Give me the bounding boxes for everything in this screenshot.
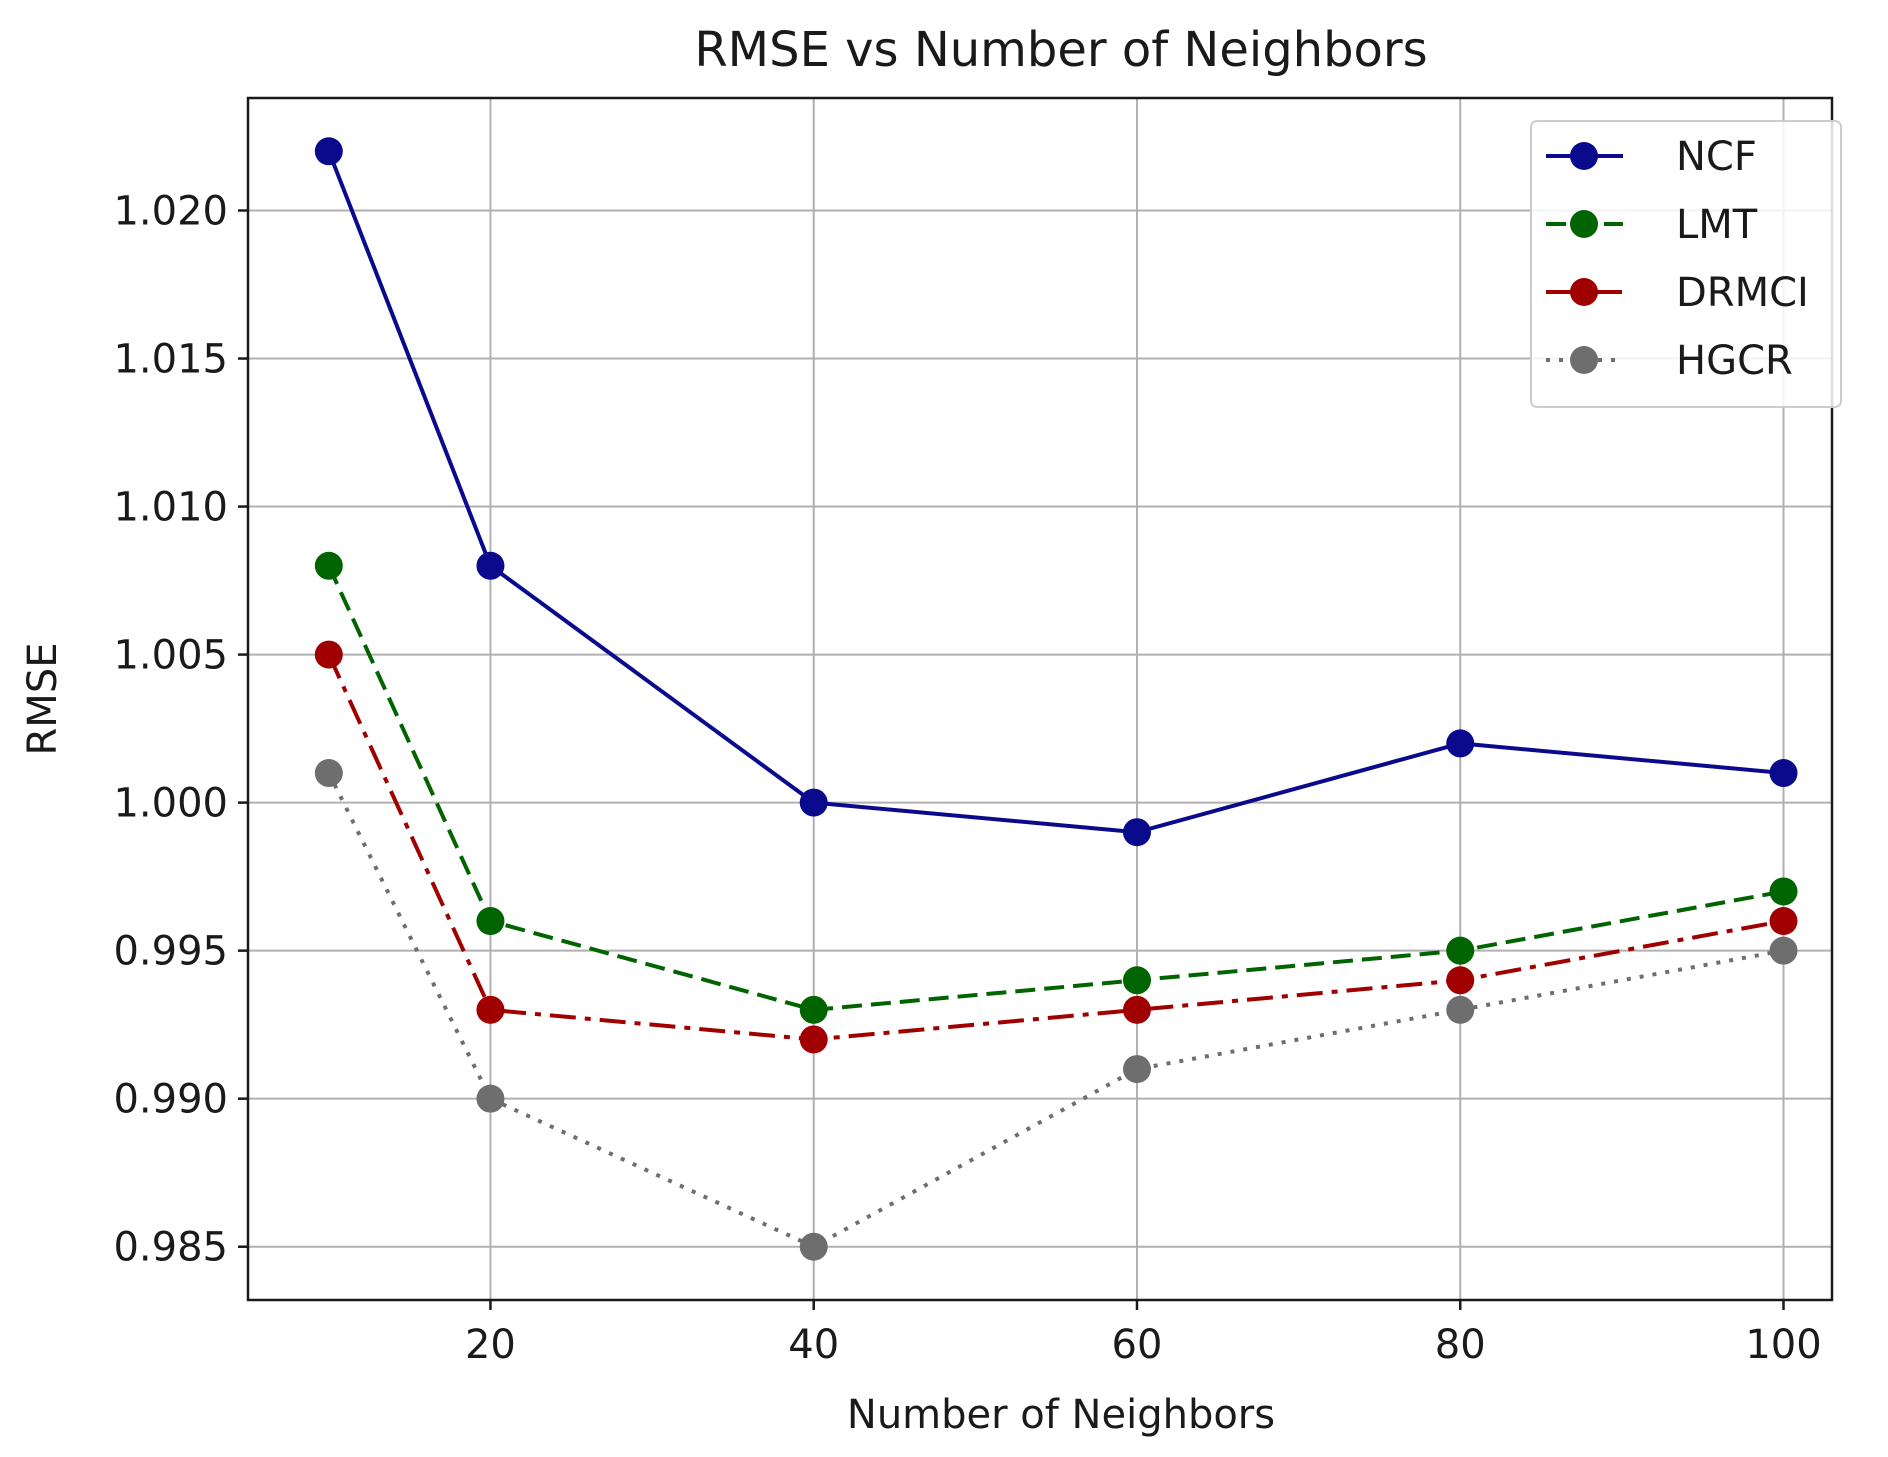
data-point-drmci (1446, 966, 1475, 995)
data-point-ncf (1446, 729, 1475, 758)
plot-frame (246, 96, 1834, 1302)
data-point-ncf (799, 788, 828, 817)
y-tick-label: 0.995 (113, 929, 228, 975)
data-point-lmt (799, 995, 828, 1024)
legend-label-lmt: LMT (1676, 202, 1758, 248)
legend-label-drmci: DRMCI (1676, 270, 1809, 316)
x-tick-label: 80 (1435, 1322, 1486, 1368)
y-axis-title: RMSE (20, 643, 66, 756)
legend-marker-lmt (1570, 210, 1598, 238)
legend: NCF LMT DRMCI HGCR (1530, 120, 1842, 408)
data-point-ncf (476, 551, 505, 580)
y-tick-label: 0.985 (113, 1225, 228, 1271)
legend-marker-hgcr (1570, 346, 1598, 374)
y-tick-label: 1.005 (113, 633, 228, 679)
series-line-ncf (326, 150, 1784, 835)
data-point-drmci (314, 640, 343, 669)
series-line-drmci (326, 653, 1784, 1042)
legend-marker-drmci (1570, 278, 1598, 306)
y-tick-label: 0.990 (113, 1077, 228, 1123)
data-point-hgcr (1769, 936, 1798, 965)
x-axis-title: Number of Neighbors (847, 1392, 1275, 1438)
series-drmci (314, 640, 1798, 1054)
data-point-hgcr (476, 1084, 505, 1113)
series-group (314, 137, 1798, 1261)
data-point-drmci (476, 995, 505, 1024)
data-point-ncf (1769, 759, 1798, 788)
y-tick-label: 1.020 (113, 189, 228, 235)
data-point-hgcr (1446, 995, 1475, 1024)
data-point-hgcr (1122, 1055, 1151, 1084)
x-tick-label: 100 (1745, 1322, 1821, 1368)
x-tick-label: 20 (465, 1322, 516, 1368)
series-line-hgcr (327, 772, 1784, 1249)
data-point-hgcr (799, 1232, 828, 1261)
series-ncf (314, 137, 1798, 847)
series-hgcr (314, 759, 1798, 1261)
series-lmt (314, 551, 1798, 1024)
data-point-drmci (1769, 907, 1798, 936)
data-point-lmt (1122, 966, 1151, 995)
data-point-lmt (1446, 936, 1475, 965)
data-point-drmci (799, 1025, 828, 1054)
legend-box (1530, 120, 1842, 408)
data-point-lmt (314, 551, 343, 580)
axis-ticks: 20 40 60 80 100 0.985 0.990 0.995 1.000 1.005 1.01… (113, 189, 1821, 1368)
data-point-lmt (476, 907, 505, 936)
y-tick-label: 1.000 (113, 781, 228, 827)
data-point-ncf (314, 137, 343, 166)
legend-marker-ncf (1570, 142, 1598, 170)
data-point-ncf (1122, 818, 1151, 847)
y-tick-label: 1.010 (113, 485, 228, 531)
chart-title: RMSE vs Number of Neighbors (694, 22, 1427, 78)
legend-label-ncf: NCF (1676, 134, 1757, 180)
x-tick-label: 60 (1112, 1322, 1163, 1368)
legend-label-hgcr: HGCR (1676, 338, 1793, 384)
y-tick-label: 1.015 (113, 337, 228, 383)
x-tick-label: 40 (788, 1322, 839, 1368)
data-point-hgcr (314, 759, 343, 788)
data-point-lmt (1769, 877, 1798, 906)
series-line-lmt (326, 564, 1784, 1012)
data-point-drmci (1122, 995, 1151, 1024)
